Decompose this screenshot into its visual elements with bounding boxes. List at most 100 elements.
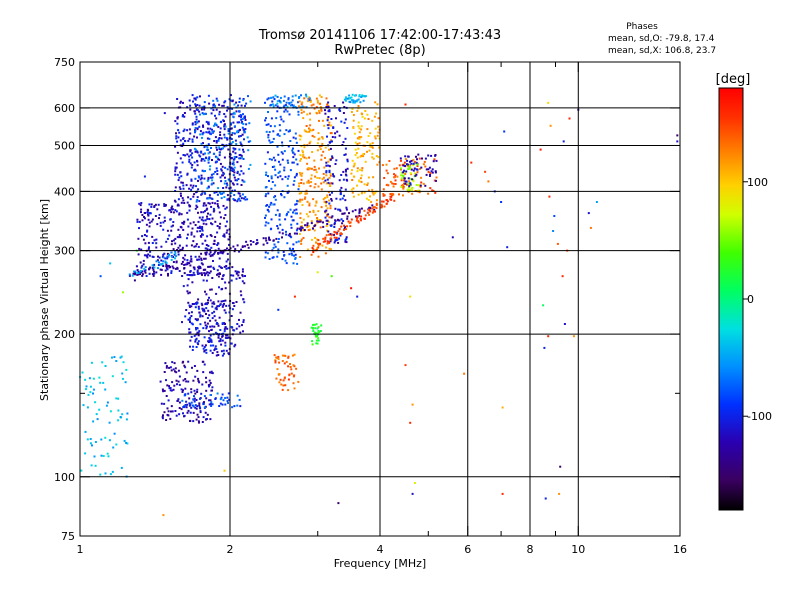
data-point <box>232 121 235 124</box>
data-point <box>106 401 109 404</box>
data-point <box>200 302 203 305</box>
data-point <box>151 267 154 269</box>
data-point <box>221 305 224 308</box>
data-point <box>232 150 235 153</box>
data-point <box>215 97 218 100</box>
data-point <box>315 249 318 252</box>
data-point <box>282 120 285 123</box>
data-point <box>189 108 192 111</box>
data-point <box>338 219 341 222</box>
data-point <box>283 133 286 136</box>
data-point <box>191 274 194 277</box>
data-point <box>193 193 196 196</box>
data-point <box>300 178 303 181</box>
data-point <box>190 388 193 391</box>
data-point <box>141 264 144 267</box>
data-point <box>266 242 269 245</box>
data-point <box>201 273 203 276</box>
data-point <box>94 464 97 467</box>
data-point <box>234 343 237 346</box>
data-point <box>220 169 223 172</box>
data-point <box>208 399 210 402</box>
data-point <box>285 101 288 104</box>
data-point <box>201 307 204 310</box>
data-point <box>356 170 359 173</box>
data-point <box>216 273 218 276</box>
data-point <box>332 126 335 129</box>
data-point <box>199 178 202 181</box>
data-point <box>236 394 239 397</box>
data-point <box>295 203 298 206</box>
data-point <box>226 109 228 112</box>
data-point <box>394 183 397 185</box>
data-point <box>238 115 241 118</box>
data-point <box>271 141 274 143</box>
data-point <box>146 230 148 233</box>
data-point <box>277 251 280 254</box>
data-point <box>381 205 383 208</box>
data-point <box>385 202 388 205</box>
data-point <box>295 141 298 144</box>
data-point <box>199 133 202 136</box>
data-point <box>208 296 210 299</box>
data-point <box>227 148 230 151</box>
data-point <box>404 158 407 161</box>
data-point <box>433 179 436 182</box>
data-point <box>319 148 322 151</box>
data-point <box>242 150 245 153</box>
data-point <box>168 366 171 369</box>
data-point <box>148 225 151 228</box>
data-point <box>376 163 379 166</box>
data-point <box>195 319 198 322</box>
data-point <box>296 262 299 265</box>
data-point <box>236 131 239 134</box>
data-point <box>238 110 240 113</box>
data-point <box>157 264 160 266</box>
data-point <box>225 137 228 140</box>
data-point <box>201 136 203 139</box>
data-point <box>318 331 321 334</box>
data-point <box>195 303 198 306</box>
data-point <box>191 123 194 126</box>
data-point <box>171 265 174 268</box>
data-point <box>333 175 336 178</box>
data-point <box>413 167 416 170</box>
data-point <box>167 272 169 275</box>
data-point <box>278 218 281 221</box>
data-point <box>220 192 222 195</box>
data-point <box>206 217 209 220</box>
data-point <box>306 222 309 225</box>
data-point <box>297 113 300 116</box>
data-point <box>92 388 95 391</box>
data-point <box>184 393 187 396</box>
data-point <box>224 180 227 182</box>
data-point <box>104 388 107 391</box>
data-point <box>241 118 244 120</box>
data-point <box>188 128 191 131</box>
data-point <box>308 97 311 100</box>
data-point <box>298 227 301 230</box>
data-point <box>210 371 213 374</box>
data-point <box>415 155 417 158</box>
data-point <box>201 133 204 136</box>
data-point <box>229 153 232 156</box>
data-point <box>195 191 198 194</box>
data-point <box>123 439 126 442</box>
data-point <box>404 103 407 106</box>
data-point <box>413 161 416 164</box>
data-point <box>375 202 378 205</box>
data-point <box>226 184 229 187</box>
data-point <box>346 217 349 220</box>
data-point <box>345 208 348 211</box>
data-point <box>327 220 330 223</box>
data-point <box>230 123 232 126</box>
data-point <box>329 237 332 240</box>
data-point <box>197 179 199 182</box>
data-point <box>304 196 307 199</box>
data-point <box>334 238 337 241</box>
data-point <box>346 225 348 228</box>
data-point <box>191 349 194 351</box>
data-point <box>435 179 437 182</box>
data-point <box>198 176 200 179</box>
